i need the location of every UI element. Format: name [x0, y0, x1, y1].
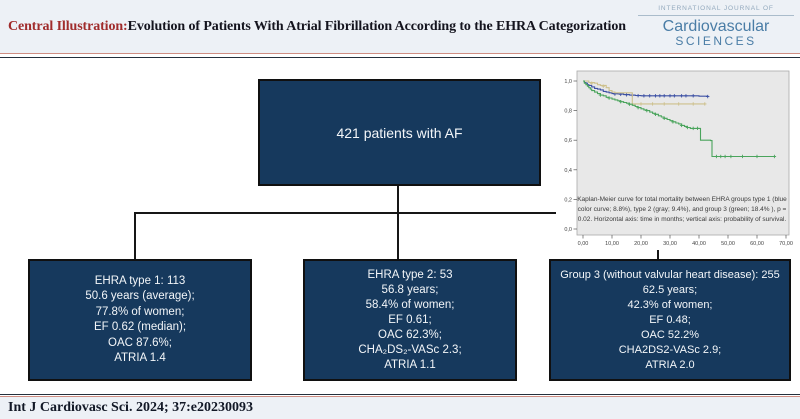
box-text-line: 42.3% of women; — [627, 298, 713, 311]
svg-text:50,00: 50,00 — [721, 241, 735, 247]
flow-box-ehra-type-2: EHRA type 2: 53 56.8 years; 58.4% of women… — [303, 259, 517, 381]
box-text-line: EF 0.61; — [388, 313, 432, 326]
header-divider-rule — [0, 53, 800, 54]
svg-text:0,2: 0,2 — [564, 197, 572, 203]
connector-root-down — [397, 186, 399, 213]
footer-band: Int J Cardiovasc Sci. 2024; 37:e20230093 — [0, 397, 800, 419]
box-text-line: 62.5 years; — [642, 283, 698, 296]
box-text-line: ATRIA 1.4 — [114, 352, 166, 364]
footer-divider-rule — [0, 396, 800, 397]
svg-text:0,0: 0,0 — [564, 227, 572, 233]
box-text-line: EHRA type 1: 113 — [94, 274, 186, 287]
figure-title: Central Illustration: Evolution of Patie… — [8, 0, 626, 53]
svg-text:0,4: 0,4 — [564, 168, 572, 174]
box-text-line: EHRA type 2: 53 — [367, 268, 453, 281]
box-text-line: 77.8% of women; — [95, 305, 185, 318]
svg-text:1,0: 1,0 — [564, 79, 572, 85]
flow-box-root: 421 patients with AF — [258, 79, 541, 186]
svg-text:20,00: 20,00 — [634, 241, 648, 247]
flow-box-group-3: Group 3 (without valvular heart disease)… — [549, 259, 791, 381]
box-text-line: OAC 62.3%; — [378, 328, 442, 341]
svg-text:30,00: 30,00 — [663, 241, 677, 247]
header-band: Central Illustration: Evolution of Patie… — [0, 0, 800, 53]
kaplan-meier-plot: 0,00 10,00 20,00 30,00 40,00 50,00 60,00 70,00 0… — [564, 70, 793, 247]
kaplan-meier-chart: 0,00 10,00 20,00 30,00 40,00 50,00 60,00 70,00 0… — [556, 68, 796, 250]
connector-horizontal — [134, 212, 659, 214]
box-text-line: CHA2DS2-VASc 2.9; — [618, 343, 722, 356]
chart-caption: Kaplan-Meier curve for total mortality b… — [577, 196, 787, 223]
svg-text:40,00: 40,00 — [692, 241, 706, 247]
svg-text:0,8: 0,8 — [564, 109, 572, 115]
title-text: Evolution of Patients With Atrial Fibril… — [127, 18, 626, 34]
svg-text:0,00: 0,00 — [578, 241, 589, 247]
svg-text:70,00: 70,00 — [779, 241, 793, 247]
root-box-label: 421 patients with AF — [336, 124, 463, 141]
box-text-line: Group 3 (without valvular heart disease)… — [560, 268, 780, 281]
box-text-line: EF 0.62 (median); — [93, 321, 187, 333]
svg-text:0,6: 0,6 — [564, 138, 572, 144]
connector-box2-down — [397, 212, 399, 259]
svg-text:10,00: 10,00 — [605, 241, 619, 247]
title-prefix: Central Illustration: — [8, 18, 128, 34]
svg-text:60,00: 60,00 — [750, 241, 764, 247]
box-text-line: ATRIA 1.1 — [384, 358, 436, 371]
box-text-line: CHA₂DS₂-VASc 2.3; — [358, 343, 462, 356]
flow-box-ehra-type-1: EHRA type 1: 113 50.6 years (average); 77.… — [28, 259, 252, 381]
journal-logo-top-line: INTERNATIONAL JOURNAL OF — [638, 5, 794, 16]
journal-logo-subname: SCIENCES — [675, 34, 757, 48]
box-text-line: ATRIA 2.0 — [645, 358, 695, 371]
box-text-line: 58.4% of women; — [365, 298, 455, 311]
citation-text: Int J Cardiovasc Sci. 2024; 37:e20230093 — [8, 400, 253, 415]
box-text-line: 56.8 years; — [381, 283, 439, 296]
box-text-line: OAC 87.6%; — [108, 336, 172, 349]
journal-logo-name: Cardiovascular — [662, 18, 770, 35]
box-text-line: OAC 52.2% — [640, 328, 700, 341]
journal-logo: INTERNATIONAL JOURNAL OF Cardiovascular … — [638, 5, 794, 48]
box-text-line: EF 0.48; — [649, 313, 691, 326]
box-text-line: 50.6 years (average); — [85, 290, 195, 302]
connector-box1-down — [134, 212, 136, 259]
